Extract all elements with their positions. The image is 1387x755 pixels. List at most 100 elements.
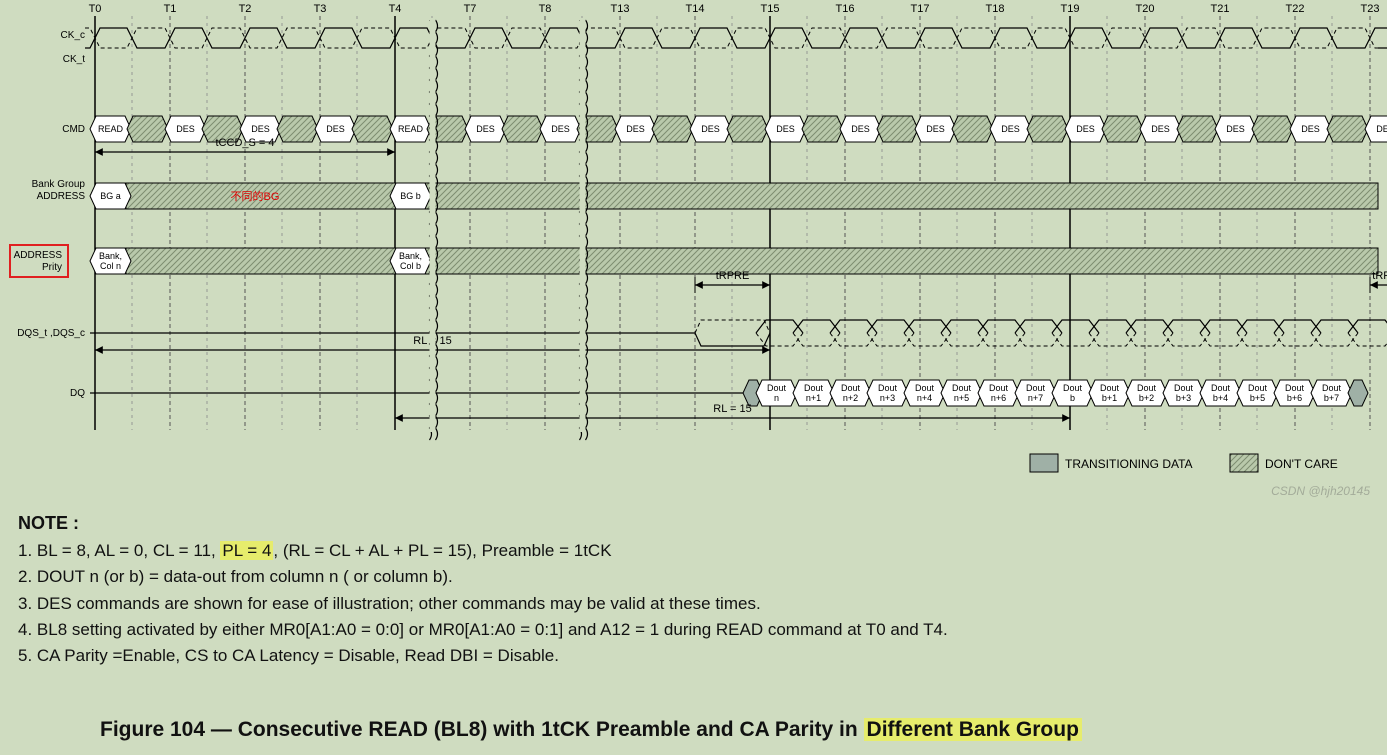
svg-text:n+3: n+3 (880, 393, 895, 403)
svg-text:Dout: Dout (1137, 383, 1157, 393)
svg-text:T16: T16 (836, 3, 855, 15)
svg-text:T13: T13 (611, 3, 630, 15)
svg-text:Dout: Dout (804, 383, 824, 393)
svg-text:DON'T CARE: DON'T CARE (1265, 457, 1338, 471)
note-3: 3. DES commands are shown for ease of il… (18, 591, 948, 617)
svg-text:CK_t: CK_t (63, 54, 85, 65)
note-5: 5. CA Parity =Enable, CS to CA Latency =… (18, 643, 948, 669)
svg-text:Dout: Dout (1026, 383, 1046, 393)
svg-text:DES: DES (1001, 124, 1020, 134)
svg-text:DES: DES (1076, 124, 1095, 134)
svg-text:DES: DES (551, 124, 570, 134)
figure-caption: Figure 104 — Consecutive READ (BL8) with… (100, 718, 1082, 742)
svg-text:BG b: BG b (400, 191, 421, 201)
svg-text:Dout: Dout (1211, 383, 1231, 393)
svg-text:n+4: n+4 (917, 393, 932, 403)
svg-text:b+6: b+6 (1287, 393, 1302, 403)
svg-text:T17: T17 (911, 3, 930, 15)
svg-text:Dout: Dout (915, 383, 935, 393)
svg-text:n: n (774, 393, 779, 403)
svg-text:b+4: b+4 (1213, 393, 1228, 403)
svg-text:DES: DES (926, 124, 945, 134)
notes-header: NOTE : (18, 510, 948, 538)
svg-text:DES: DES (251, 124, 270, 134)
svg-text:Col n: Col n (100, 261, 121, 271)
svg-text:ADDRESS: ADDRESS (37, 191, 86, 202)
svg-text:DES: DES (701, 124, 720, 134)
svg-text:b+5: b+5 (1250, 393, 1265, 403)
notes-block: NOTE : 1. BL = 8, AL = 0, CL = 11, PL = … (18, 510, 948, 670)
svg-text:n+7: n+7 (1028, 393, 1043, 403)
svg-text:DES: DES (1301, 124, 1320, 134)
svg-text:DES: DES (851, 124, 870, 134)
svg-text:T8: T8 (539, 3, 552, 15)
svg-text:Dout: Dout (1174, 383, 1194, 393)
note-4: 4. BL8 setting activated by either MR0[A… (18, 617, 948, 643)
svg-text:DES: DES (1151, 124, 1170, 134)
svg-text:Dout: Dout (1100, 383, 1120, 393)
svg-text:DES: DES (326, 124, 345, 134)
svg-text:Dout: Dout (989, 383, 1009, 393)
svg-text:T22: T22 (1286, 3, 1305, 15)
svg-text:Dout: Dout (878, 383, 898, 393)
svg-text:T3: T3 (314, 3, 327, 15)
svg-text:RL = 15: RL = 15 (713, 403, 751, 415)
svg-text:BG a: BG a (100, 191, 121, 201)
svg-text:CMD: CMD (62, 124, 85, 135)
svg-text:DQS_t ,DQS_c: DQS_t ,DQS_c (17, 328, 85, 339)
svg-text:T21: T21 (1211, 3, 1230, 15)
svg-text:DES: DES (476, 124, 495, 134)
svg-text:T23: T23 (1361, 3, 1380, 15)
svg-text:T7: T7 (464, 3, 477, 15)
note-2: 2. DOUT n (or b) = data-out from column … (18, 564, 948, 590)
svg-text:b+1: b+1 (1102, 393, 1117, 403)
svg-text:T2: T2 (239, 3, 252, 15)
svg-text:READ: READ (398, 124, 424, 134)
svg-text:b: b (1070, 393, 1075, 403)
svg-text:DES: DES (776, 124, 795, 134)
svg-text:T0: T0 (89, 3, 102, 15)
svg-text:n+2: n+2 (843, 393, 858, 403)
svg-text:Dout: Dout (952, 383, 972, 393)
svg-text:TRANSITIONING DATA: TRANSITIONING DATA (1065, 457, 1193, 471)
svg-text:Dout: Dout (1248, 383, 1268, 393)
svg-text:T19: T19 (1061, 3, 1080, 15)
svg-text:tRPRE: tRPRE (716, 270, 750, 282)
timing-diagram: T0 T1 T2 T3 T4 T7 T8 T13 T14 T15 T16 T17 T18 T19 T20 T2… (0, 0, 1387, 500)
svg-text:DQ: DQ (70, 388, 85, 399)
svg-text:DES: DES (176, 124, 195, 134)
svg-text:n+1: n+1 (806, 393, 821, 403)
svg-text:T4: T4 (389, 3, 402, 15)
svg-text:CK_c: CK_c (61, 30, 85, 41)
svg-text:Dout: Dout (1322, 383, 1342, 393)
svg-text:Dout: Dout (767, 383, 787, 393)
svg-text:n+5: n+5 (954, 393, 969, 403)
svg-text:Bank,: Bank, (99, 251, 122, 261)
svg-text:CSDN @hjh20145: CSDN @hjh20145 (1271, 484, 1370, 498)
svg-text:不同的BG: 不同的BG (231, 189, 280, 203)
svg-text:Col b: Col b (400, 261, 421, 271)
svg-text:b+7: b+7 (1324, 393, 1339, 403)
note-1: 1. BL = 8, AL = 0, CL = 11, PL = 4, (RL … (18, 538, 948, 564)
svg-text:Bank Group: Bank Group (32, 179, 86, 190)
svg-text:T14: T14 (686, 3, 705, 15)
svg-text:DES: DES (1376, 124, 1387, 134)
svg-text:Dout: Dout (1063, 383, 1083, 393)
svg-text:T20: T20 (1136, 3, 1155, 15)
svg-text:T15: T15 (761, 3, 780, 15)
svg-text:b+3: b+3 (1176, 393, 1191, 403)
svg-text:READ: READ (98, 124, 124, 134)
svg-text:tCCD_S = 4: tCCD_S = 4 (216, 137, 275, 149)
svg-text:Bank,: Bank, (399, 251, 422, 261)
svg-text:Dout: Dout (1285, 383, 1305, 393)
svg-text:T18: T18 (986, 3, 1005, 15)
caption-highlight: Different Bank Group (864, 718, 1082, 741)
svg-text:n+6: n+6 (991, 393, 1006, 403)
note-1-highlight: PL = 4 (220, 541, 273, 560)
svg-text:ADDRESS: ADDRESS (14, 250, 63, 261)
svg-text:Dout: Dout (841, 383, 861, 393)
svg-text:T1: T1 (164, 3, 177, 15)
svg-text:DES: DES (1226, 124, 1245, 134)
svg-text:tRPST: tRPST (1372, 270, 1387, 282)
svg-text:DES: DES (626, 124, 645, 134)
